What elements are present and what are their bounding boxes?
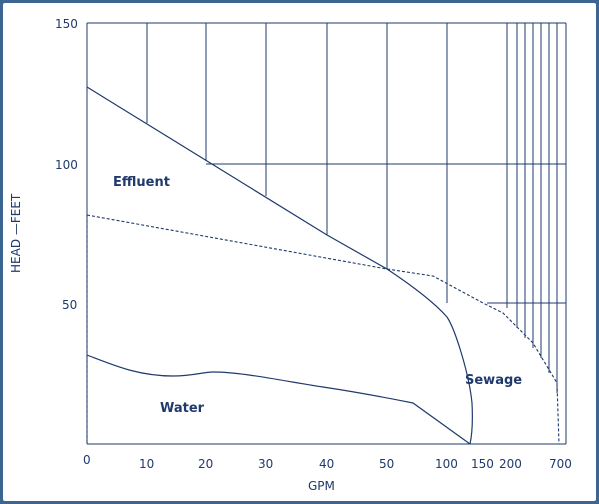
x-tick-150: 150 — [471, 457, 494, 471]
effluent-label: Effluent — [113, 175, 170, 190]
x-tick-50: 50 — [379, 457, 394, 471]
y-tick-50: 50 — [62, 298, 77, 312]
water-curve — [86, 354, 471, 445]
x-axis-title: GPM — [308, 479, 335, 493]
y-tick-150: 150 — [55, 17, 78, 31]
x-tick-20: 20 — [198, 457, 213, 471]
grid-lines — [146, 23, 566, 393]
x-tick-100: 100 — [435, 457, 458, 471]
x-tick-40: 40 — [319, 457, 334, 471]
x-tick-0: 0 — [83, 453, 91, 467]
y-tick-100: 100 — [55, 158, 78, 172]
x-tick-700: 700 — [549, 457, 572, 471]
sewage-label: Sewage — [465, 373, 522, 388]
chart-frame: Effluent Water Sewage 150 100 50 0 10 20… — [3, 3, 596, 501]
sewage-curve — [86, 214, 560, 445]
y-axis-title: HEAD —FEET — [9, 193, 23, 273]
x-tick-10: 10 — [139, 457, 154, 471]
effluent-curve — [86, 86, 473, 445]
x-tick-200: 200 — [499, 457, 522, 471]
water-label: Water — [160, 401, 205, 416]
x-tick-30: 30 — [258, 457, 273, 471]
pump-curve-chart: Effluent Water Sewage 150 100 50 0 10 20… — [9, 17, 572, 493]
